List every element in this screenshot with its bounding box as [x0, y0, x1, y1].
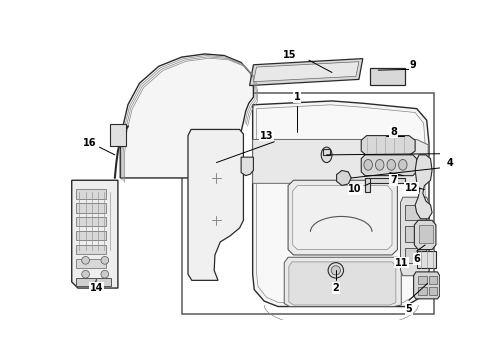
Polygon shape — [253, 62, 359, 82]
Bar — [418, 276, 427, 284]
Text: 15: 15 — [283, 50, 296, 60]
Polygon shape — [400, 197, 429, 276]
Bar — [323, 149, 330, 155]
Text: 12: 12 — [405, 183, 418, 193]
Text: 10: 10 — [348, 184, 362, 194]
Bar — [182, 93, 435, 314]
Bar — [76, 245, 106, 254]
Circle shape — [82, 256, 89, 264]
Text: 4: 4 — [446, 158, 453, 167]
Bar — [110, 124, 125, 145]
Polygon shape — [257, 105, 425, 303]
Polygon shape — [289, 262, 396, 305]
Bar — [429, 276, 438, 284]
Bar — [76, 278, 111, 286]
Ellipse shape — [364, 159, 372, 170]
Text: 2: 2 — [332, 283, 339, 293]
Text: 5: 5 — [406, 304, 413, 314]
Polygon shape — [72, 180, 118, 288]
Polygon shape — [253, 101, 429, 306]
Bar — [76, 189, 106, 199]
Polygon shape — [120, 54, 253, 178]
Ellipse shape — [387, 159, 395, 170]
Polygon shape — [188, 130, 244, 280]
Text: 1: 1 — [294, 92, 301, 102]
Polygon shape — [284, 257, 401, 306]
Circle shape — [82, 270, 89, 278]
Polygon shape — [241, 157, 253, 176]
Polygon shape — [365, 178, 405, 183]
Bar — [405, 205, 426, 220]
Text: 16: 16 — [83, 138, 96, 148]
Text: 13: 13 — [260, 131, 273, 141]
Polygon shape — [414, 272, 440, 299]
Polygon shape — [361, 155, 416, 176]
Bar — [418, 287, 427, 295]
Polygon shape — [288, 180, 397, 255]
Polygon shape — [253, 139, 428, 183]
Text: 11: 11 — [394, 258, 408, 267]
Bar — [76, 203, 106, 213]
Text: 8: 8 — [390, 127, 397, 137]
Bar — [76, 259, 106, 268]
Circle shape — [101, 256, 109, 264]
Polygon shape — [416, 251, 436, 268]
Circle shape — [101, 270, 109, 278]
Polygon shape — [361, 136, 415, 156]
Text: 6: 6 — [413, 254, 420, 264]
Bar — [370, 68, 405, 85]
Circle shape — [331, 266, 341, 275]
Bar — [429, 287, 438, 295]
Text: 7: 7 — [390, 175, 397, 185]
Bar — [405, 226, 426, 242]
Bar — [405, 248, 426, 264]
Text: 9: 9 — [410, 60, 416, 70]
Polygon shape — [293, 186, 392, 249]
Bar — [76, 217, 106, 226]
Ellipse shape — [398, 159, 407, 170]
Bar — [76, 231, 106, 240]
Text: 14: 14 — [90, 283, 103, 293]
Ellipse shape — [321, 147, 332, 163]
Polygon shape — [337, 170, 351, 185]
Polygon shape — [249, 59, 363, 86]
Polygon shape — [415, 220, 436, 249]
Bar — [365, 178, 370, 192]
Ellipse shape — [375, 159, 384, 170]
Bar — [419, 225, 433, 243]
Circle shape — [328, 263, 343, 278]
Polygon shape — [415, 155, 432, 219]
